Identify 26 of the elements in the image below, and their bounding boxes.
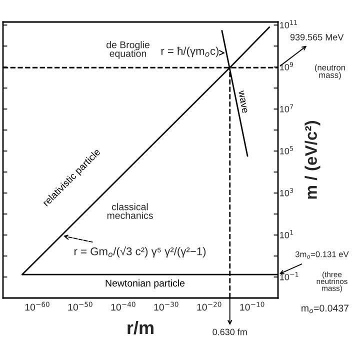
y-axis-title: m / (eV/c²) <box>304 121 320 199</box>
x-tick-label: 10$^{−20}$ <box>197 302 222 311</box>
x-tick-label: 10$^{−60}$ <box>25 302 50 311</box>
x-tick-label: 10$^{−30}$ <box>154 302 178 311</box>
annotation: classical mechanics <box>107 203 153 219</box>
annotation: r = ħ/(γm$_{o}$c) <box>161 46 219 58</box>
x-tick-label: 10$^{−10}$ <box>240 302 264 311</box>
text: wave <box>238 90 248 114</box>
text: (neutron mass) <box>315 64 345 80</box>
y-tick-label: 10$^{7}$ <box>280 104 293 112</box>
annotation: de Broglie equation <box>106 41 150 59</box>
series-label: Newtonian particle <box>106 279 185 289</box>
x-axis-title: r/m <box>128 320 154 334</box>
ref-line-label: 0.630 fm <box>212 328 247 336</box>
y-tick-label: 10$^{1}$ <box>280 230 293 238</box>
x-tick-label: 10$^{−40}$ <box>111 302 136 311</box>
ref-line-label: 939.565 MeV <box>290 34 344 40</box>
annotation: r = Gm$_{o}$/(√3 c²) γ⁵ γ²/(γ²−1) <box>74 246 206 258</box>
x-tick-label: 10$^{−50}$ <box>68 302 92 311</box>
y-tick-label: 10$^{−1}$ <box>280 272 298 280</box>
y-tick-label: 10$^{11}$ <box>280 20 297 28</box>
y-tick-label: 10$^{9}$ <box>280 62 294 70</box>
annotation: 3m$_{o}$=0.131 eV <box>295 251 349 259</box>
text: m$_{o}$=0.0437 <box>302 304 348 314</box>
y-tick-label: 10$^{3}$ <box>280 188 294 196</box>
y-tick-label: 10$^{5}$ <box>280 146 293 154</box>
